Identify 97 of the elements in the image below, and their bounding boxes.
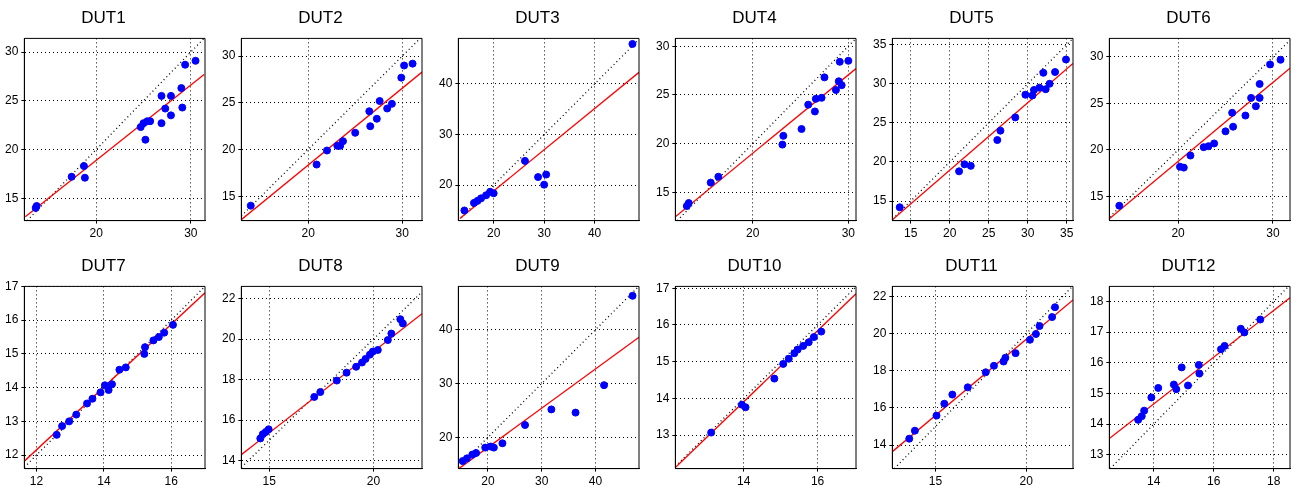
y-tick-label: 20 <box>1089 142 1104 157</box>
y-tick-label: 20 <box>872 154 887 169</box>
x-tick-label: 15 <box>904 226 918 241</box>
y-tick-label: 20 <box>4 141 19 156</box>
x-tick-label: 20 <box>746 226 760 241</box>
y-tick-label: 16 <box>655 317 670 332</box>
y-tick-label: 16 <box>221 412 236 427</box>
chart-title: DUT10 <box>727 255 782 275</box>
x-tick-label: 15 <box>928 474 943 489</box>
y-tick-label: 17 <box>655 280 670 295</box>
x-tick-label: 14 <box>1147 474 1161 489</box>
y-tick-label: 15 <box>4 346 19 361</box>
x-tick-label: 16 <box>810 474 825 489</box>
y-tick-label: 14 <box>872 437 887 452</box>
y-tick-label: 30 <box>438 126 453 141</box>
x-tick-label: 20 <box>943 226 957 241</box>
x-tick-label: 12 <box>29 474 44 489</box>
y-tick-label: 13 <box>1089 447 1104 462</box>
chart-title: DUT7 <box>81 255 126 275</box>
chart-title: DUT9 <box>515 255 560 275</box>
x-tick-label: 14 <box>97 474 111 489</box>
y-tick-label: 40 <box>438 322 453 337</box>
x-tick-label: 20 <box>1019 474 1034 489</box>
x-tick-label: 30 <box>537 226 552 241</box>
chart-title: DUT2 <box>298 7 343 27</box>
x-tick-label: 16 <box>1207 474 1221 489</box>
y-tick-label: 22 <box>872 288 887 303</box>
chart-title: DUT6 <box>1166 7 1211 27</box>
chart-title: DUT5 <box>949 7 994 27</box>
y-tick-label: 25 <box>4 93 19 108</box>
y-tick-label: 14 <box>4 379 19 394</box>
y-tick-label: 14 <box>655 390 670 405</box>
x-tick-label: 30 <box>535 474 549 489</box>
y-tick-label: 15 <box>1089 188 1104 203</box>
x-tick-label: 20 <box>89 226 104 241</box>
x-tick-label: 20 <box>301 226 316 241</box>
y-tick-label: 15 <box>655 354 670 369</box>
y-tick-label: 25 <box>655 87 670 102</box>
y-tick-label: 18 <box>872 363 887 378</box>
y-tick-label: 22 <box>221 290 236 305</box>
y-tick-label: 15 <box>655 184 670 199</box>
y-tick-label: 25 <box>221 95 236 110</box>
y-tick-label: 15 <box>1089 385 1104 400</box>
y-tick-label: 20 <box>872 325 887 340</box>
y-tick-label: 30 <box>655 38 670 53</box>
x-tick-label: 20 <box>366 474 381 489</box>
y-tick-label: 30 <box>438 375 453 390</box>
y-tick-label: 14 <box>221 452 236 467</box>
y-tick-label: 14 <box>1089 416 1104 431</box>
y-tick-label: 30 <box>221 48 236 63</box>
chart-title: DUT11 <box>945 255 998 275</box>
y-tick-label: 20 <box>221 331 236 346</box>
y-tick-label: 13 <box>655 427 670 442</box>
x-tick-label: 20 <box>1171 226 1186 241</box>
x-tick-label: 30 <box>395 226 410 241</box>
y-tick-label: 17 <box>1089 324 1104 339</box>
x-tick-label: 15 <box>262 474 277 489</box>
x-tick-label: 30 <box>841 226 856 241</box>
chart-title: DUT12 <box>1161 255 1216 275</box>
x-tick-label: 30 <box>1021 226 1035 241</box>
y-tick-label: 40 <box>438 76 453 91</box>
y-tick-label: 16 <box>1089 355 1104 370</box>
x-tick-label: 40 <box>588 474 603 489</box>
chart-title: DUT8 <box>298 255 343 275</box>
x-tick-label: 30 <box>184 226 198 241</box>
y-tick-label: 15 <box>4 190 19 205</box>
y-tick-label: 25 <box>872 115 887 130</box>
y-tick-label: 15 <box>872 193 887 208</box>
y-tick-label: 25 <box>1089 95 1104 110</box>
y-tick-label: 12 <box>4 447 19 462</box>
y-tick-label: 20 <box>438 177 453 192</box>
x-tick-label: 16 <box>164 474 179 489</box>
y-tick-label: 13 <box>4 413 19 428</box>
y-tick-label: 16 <box>872 400 887 415</box>
chart-title: DUT4 <box>732 7 777 27</box>
chart-title: DUT1 <box>81 7 126 27</box>
y-tick-label: 35 <box>872 36 887 51</box>
x-tick-label: 25 <box>982 226 996 241</box>
y-tick-label: 16 <box>4 312 19 327</box>
y-tick-label: 30 <box>4 44 19 59</box>
y-tick-label: 18 <box>1089 293 1104 308</box>
x-tick-label: 14 <box>737 474 751 489</box>
x-tick-label: 18 <box>1267 474 1281 489</box>
y-tick-label: 30 <box>872 76 887 91</box>
x-tick-label: 40 <box>587 226 602 241</box>
y-tick-label: 20 <box>655 135 670 150</box>
chart-title: DUT3 <box>515 7 560 27</box>
x-tick-label: 35 <box>1060 226 1074 241</box>
y-tick-label: 20 <box>438 429 453 444</box>
y-tick-label: 18 <box>221 371 236 386</box>
x-tick-label: 20 <box>486 226 501 241</box>
y-tick-label: 20 <box>221 141 236 156</box>
y-tick-label: 15 <box>221 188 236 203</box>
x-tick-label: 20 <box>481 474 495 489</box>
y-tick-label: 17 <box>4 278 19 293</box>
y-tick-label: 30 <box>1089 49 1104 64</box>
x-tick-label: 30 <box>1266 226 1280 241</box>
